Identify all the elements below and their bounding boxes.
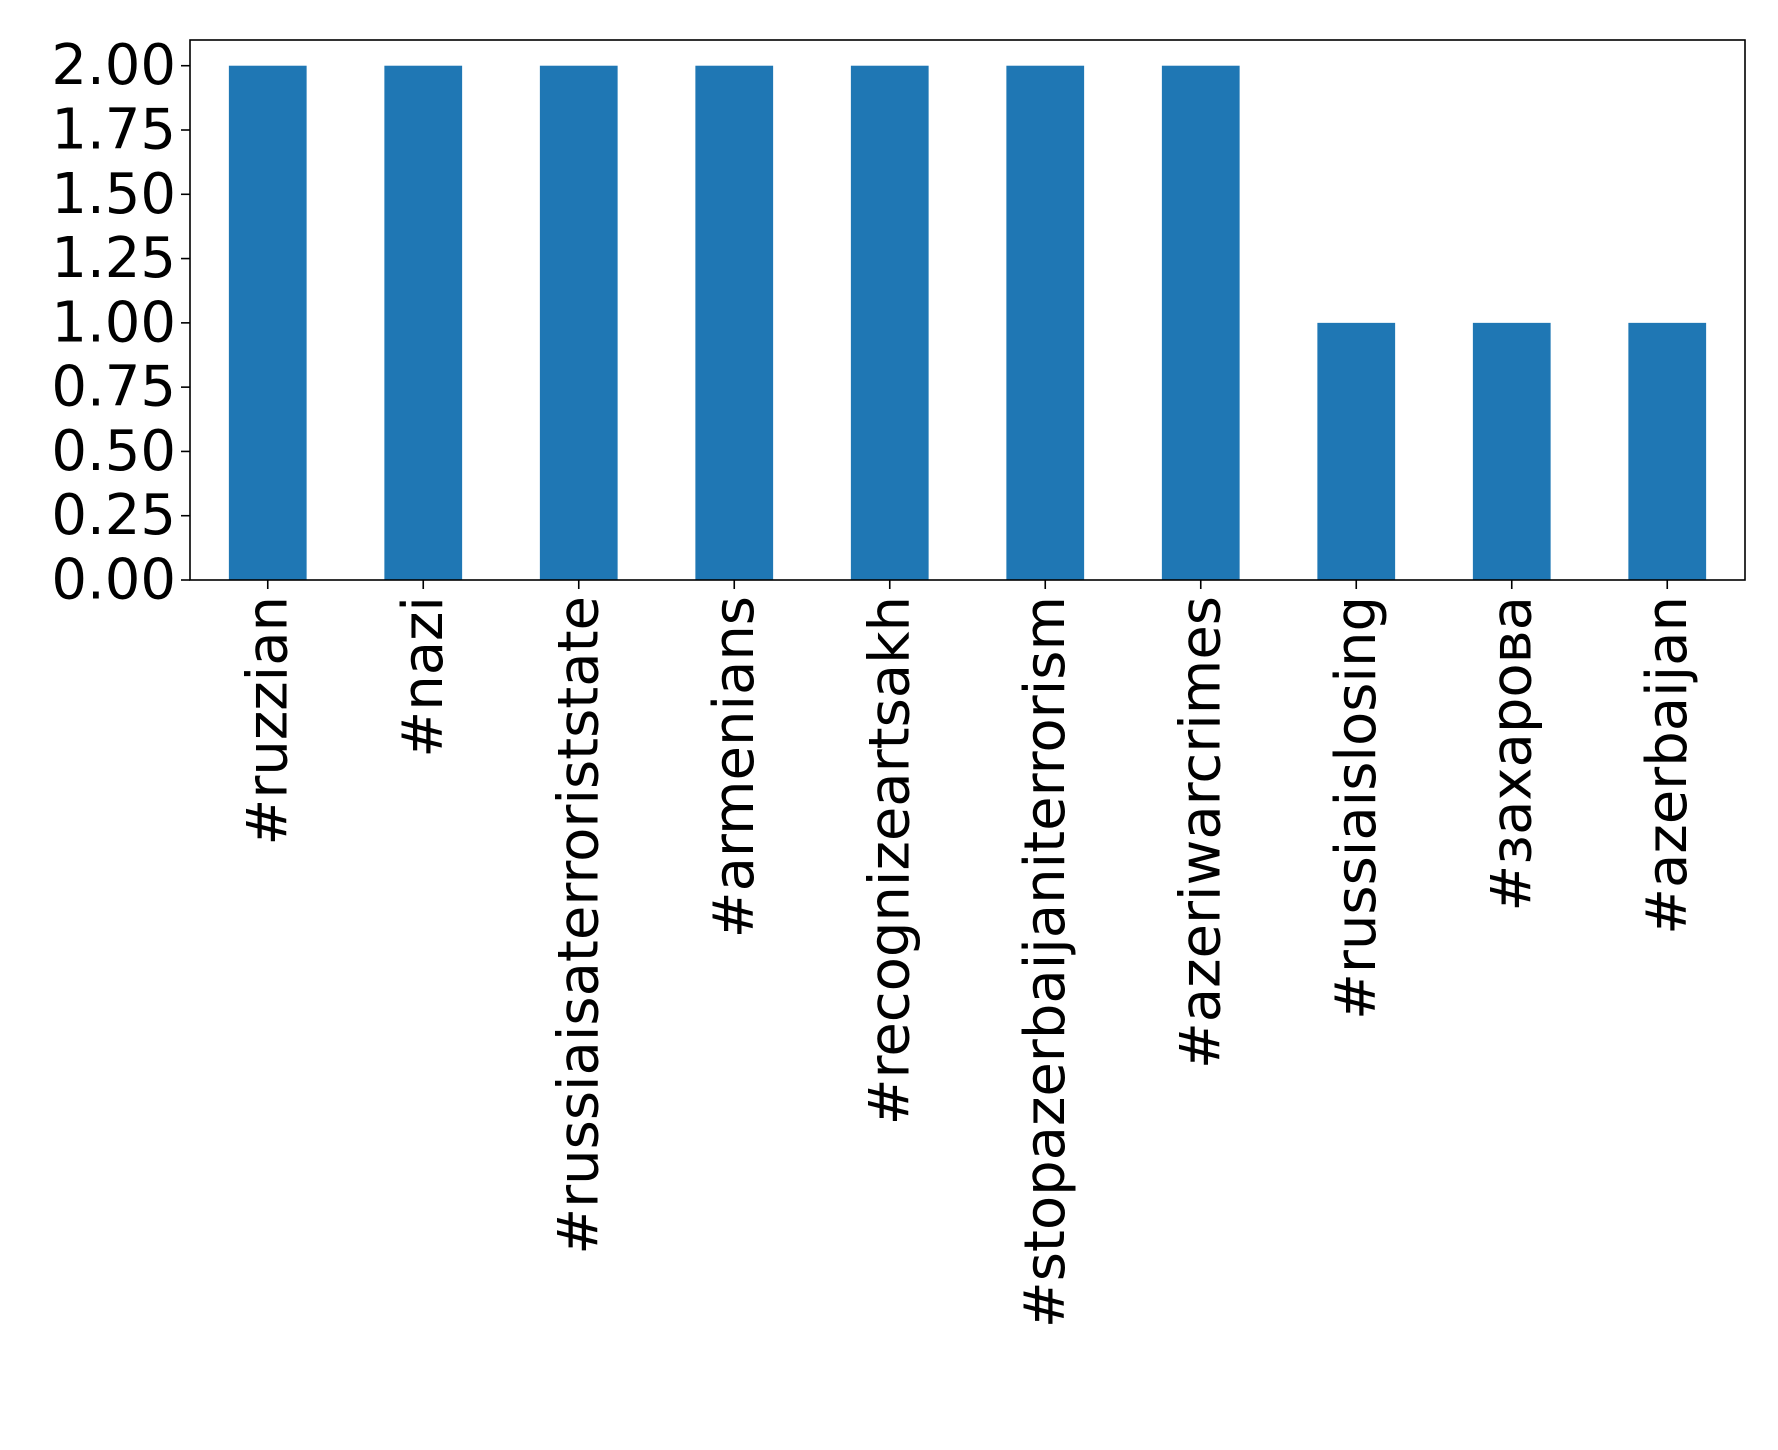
y-tick-label-3: 0.75 xyxy=(51,355,176,420)
x-tick-label-9: #azerbaijan xyxy=(1635,596,1700,935)
plot-frame xyxy=(189,39,1746,581)
bar-3 xyxy=(695,65,774,580)
y-axis: 0.000.250.500.751.001.251.501.752.00 xyxy=(51,33,190,613)
x-tick-label-2: #russiaisaterroriststate xyxy=(546,596,611,1255)
x-tick-label-3: #armenians xyxy=(702,596,767,938)
x-tick-label-5: #stopazerbaijaniterrorism xyxy=(1013,596,1078,1328)
x-tick-label-0: #ruzzian xyxy=(235,596,300,846)
x-tick-label-8: #захарова xyxy=(1479,596,1544,912)
y-tick-label-7: 1.75 xyxy=(51,98,176,163)
bar-8 xyxy=(1472,322,1551,580)
bar-4 xyxy=(850,65,929,580)
y-tick-label-8: 2.00 xyxy=(51,33,176,98)
bar-5 xyxy=(1006,65,1085,580)
x-axis: #ruzzian #nazi #russiaisaterroriststate #ar… xyxy=(235,580,1700,1328)
bar-7 xyxy=(1317,322,1396,580)
x-tick-label-7: #russiaislosing xyxy=(1324,596,1389,1020)
y-tick-label-6: 1.50 xyxy=(51,162,176,227)
y-tick-label-0: 0.00 xyxy=(51,548,176,613)
y-tick-label-4: 1.00 xyxy=(51,290,176,355)
bar-6 xyxy=(1161,65,1240,580)
x-tick-label-1: #nazi xyxy=(391,596,456,758)
bar-2 xyxy=(539,65,618,580)
y-tick-label-5: 1.25 xyxy=(51,226,176,291)
bar-1 xyxy=(384,65,463,580)
x-tick-label-6: #azeriwarcrimes xyxy=(1168,596,1233,1069)
bar-0 xyxy=(228,65,307,580)
bar-9 xyxy=(1628,322,1707,580)
x-tick-label-4: #recognizeartsakh xyxy=(857,596,922,1125)
y-tick-label-1: 0.25 xyxy=(51,483,176,548)
y-tick-label-2: 0.50 xyxy=(51,419,176,484)
bars-layer xyxy=(228,65,1707,580)
